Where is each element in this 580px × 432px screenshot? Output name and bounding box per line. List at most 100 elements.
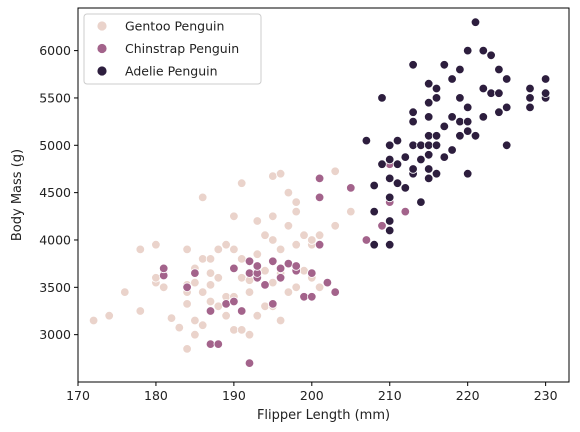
data-point (314, 192, 325, 203)
data-point (252, 249, 262, 259)
data-point (229, 296, 239, 307)
data-point (424, 140, 434, 151)
data-point (213, 244, 224, 255)
data-point (268, 171, 278, 181)
data-point (307, 268, 317, 278)
data-point (416, 140, 426, 151)
y-tick-label: 5500 (39, 90, 71, 105)
data-point (236, 306, 247, 316)
points-layer (88, 17, 551, 368)
data-point (361, 135, 372, 146)
data-point (291, 197, 301, 207)
data-point (424, 78, 434, 89)
data-point (525, 93, 535, 103)
data-point (213, 339, 224, 349)
data-point (392, 178, 403, 188)
data-point (486, 88, 496, 98)
data-point (252, 261, 262, 271)
legend-marker (96, 43, 108, 54)
data-point (314, 230, 325, 240)
data-point (236, 273, 247, 283)
data-point (431, 168, 442, 179)
data-point (104, 311, 114, 321)
data-point (182, 344, 192, 354)
data-point (197, 254, 208, 264)
data-point (268, 299, 278, 309)
data-point (494, 64, 504, 75)
data-point (283, 221, 294, 231)
data-point (424, 173, 434, 184)
data-point (275, 263, 286, 274)
data-point (291, 206, 301, 217)
y-tick-label: 6000 (39, 43, 71, 58)
data-point (463, 45, 473, 56)
data-point (244, 256, 255, 267)
data-point (252, 311, 262, 321)
data-point (439, 121, 450, 132)
data-point (229, 325, 239, 335)
data-point (447, 112, 457, 122)
data-point (307, 235, 317, 245)
data-point (307, 292, 317, 302)
data-point (502, 140, 512, 151)
data-point (314, 239, 325, 250)
x-tick-label: 190 (222, 388, 246, 403)
data-point (486, 50, 496, 61)
data-point (314, 282, 325, 293)
data-point (283, 287, 294, 297)
data-point (275, 315, 286, 326)
legend-marker (96, 20, 108, 32)
data-point (275, 273, 286, 283)
data-point (431, 83, 442, 94)
data-point (283, 258, 294, 269)
data-point (431, 93, 442, 103)
data-point (369, 239, 379, 250)
y-axis-label: Body Mass (g) (10, 149, 25, 241)
data-point (502, 102, 512, 113)
data-point (322, 277, 333, 288)
data-point (369, 180, 379, 191)
data-point (346, 206, 356, 217)
data-point (291, 261, 301, 271)
axes-layer: 170 180 190 200 210 220 230 3000 3500 4000 4500 500… (39, 7, 570, 403)
data-point (408, 60, 418, 70)
data-point (455, 131, 465, 141)
data-point (408, 116, 418, 127)
data-point (369, 206, 379, 217)
data-point (447, 145, 457, 155)
data-point (182, 244, 192, 255)
data-point (213, 273, 224, 283)
data-point (197, 287, 208, 297)
data-point (268, 256, 278, 267)
data-point (244, 358, 255, 368)
data-point (268, 277, 278, 288)
data-point (213, 301, 224, 312)
data-point (540, 88, 551, 98)
data-point (299, 292, 309, 302)
data-point (151, 273, 161, 283)
data-point (135, 306, 146, 316)
data-point (361, 235, 372, 245)
data-point (439, 152, 450, 162)
data-point (431, 140, 442, 151)
data-point (260, 266, 270, 276)
data-point (392, 159, 403, 169)
data-point (424, 112, 434, 122)
data-point (463, 102, 473, 113)
data-point (88, 315, 99, 326)
x-tick-label: 220 (456, 388, 480, 403)
data-point (463, 126, 473, 136)
legend-label: Chinstrap Penguin (125, 41, 239, 56)
x-tick-label: 200 (300, 388, 324, 403)
legend-label: Gentoo Penguin (125, 19, 224, 34)
data-point (330, 287, 340, 297)
data-point (291, 282, 301, 293)
data-point (244, 268, 255, 278)
data-point (478, 83, 489, 94)
data-point (377, 159, 387, 169)
data-point (385, 192, 395, 203)
data-point (182, 299, 192, 309)
data-point (291, 239, 301, 250)
data-point (190, 268, 200, 278)
